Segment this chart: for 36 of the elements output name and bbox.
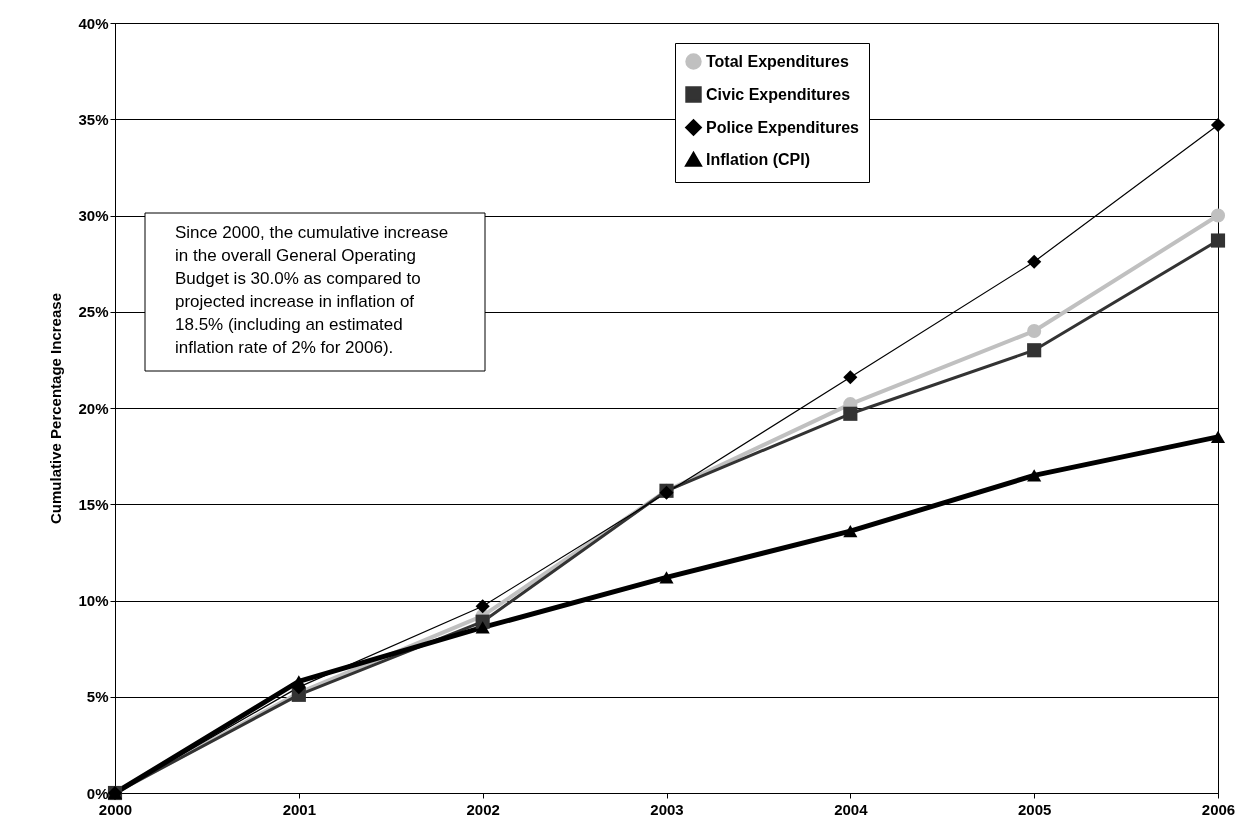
- point: [1210, 117, 1226, 133]
- y-tick-label: 35%: [78, 110, 109, 128]
- point: [1027, 343, 1042, 358]
- x-tick-label: 2005: [1017, 800, 1052, 818]
- y-tick-label: 20%: [78, 399, 109, 417]
- x-tick-label: 2001: [282, 800, 317, 818]
- legend-label: Civic Expenditures: [706, 85, 851, 103]
- y-tick-label: 15%: [78, 495, 109, 513]
- point: [1027, 254, 1042, 269]
- annotation: Since 2000, the cumulative increase in the overall General Operating Budget is 30.0% as compared to projected increase in inflation of 18.5% (including an estimated inflation rate of 2% for 2006).: [175, 223, 449, 357]
- point: [659, 571, 674, 584]
- point: [843, 406, 858, 421]
- point: [1027, 323, 1042, 339]
- point: [475, 599, 490, 614]
- point: [843, 370, 858, 385]
- point: [1210, 430, 1226, 443]
- legend-label: Inflation (CPI): [706, 150, 810, 168]
- point: [1210, 233, 1226, 248]
- y-tick-label: 40%: [78, 14, 109, 32]
- y-tick-label: 25%: [78, 303, 109, 321]
- y-tick-label: 5%: [86, 688, 109, 706]
- point: [843, 525, 858, 538]
- x-tick-label: 2003: [650, 800, 684, 818]
- x-tick-label: 2006: [1201, 800, 1236, 818]
- x-tick-label: 2002: [466, 800, 500, 818]
- y-tick-label: 0%: [86, 784, 109, 802]
- y-tick-label: 10%: [78, 592, 109, 609]
- y-tick-label: 30%: [78, 207, 109, 224]
- point: [1027, 469, 1042, 482]
- x-tick-label: 2000: [98, 800, 133, 818]
- y-axis-title: Cumulative Percentage Increase: [47, 293, 65, 524]
- point: [475, 621, 490, 634]
- legend-label: Total Expenditures: [706, 52, 849, 70]
- point: [1210, 208, 1226, 223]
- x-tick-label: 2004: [834, 800, 869, 818]
- legend-label: Police Expenditures: [706, 118, 860, 136]
